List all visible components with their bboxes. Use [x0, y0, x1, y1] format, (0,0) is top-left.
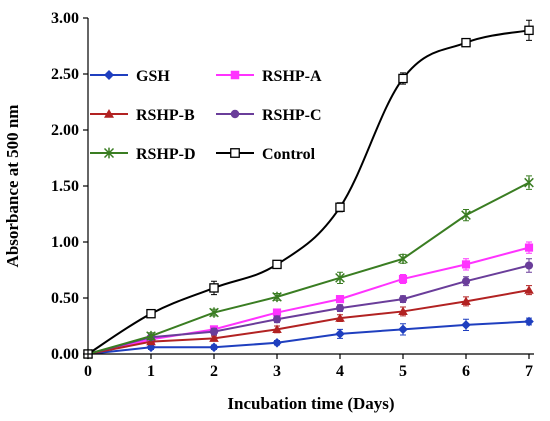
data-point	[398, 295, 408, 304]
data-point	[335, 313, 345, 322]
x-tick-label: 4	[336, 363, 344, 380]
data-point	[335, 272, 345, 284]
data-point	[461, 277, 471, 286]
x-tick-label: 1	[147, 363, 155, 380]
legend-item-rshp-d: RSHP-D	[90, 146, 196, 163]
y-tick-label: 3.00	[51, 10, 79, 27]
data-point	[209, 283, 219, 293]
data-point	[272, 315, 282, 324]
data-point	[461, 260, 471, 269]
data-point	[146, 308, 156, 319]
data-point	[209, 333, 219, 342]
data-point	[146, 330, 156, 342]
x-tick-label: 5	[399, 363, 407, 380]
data-point	[335, 202, 345, 213]
legend-swatch-marker	[103, 147, 115, 159]
series-layer	[83, 19, 534, 360]
data-point	[461, 320, 471, 330]
legend-item-control: Control	[216, 146, 316, 163]
data-point	[272, 324, 282, 333]
series-line	[87, 246, 530, 355]
legend-label: GSH	[136, 68, 170, 85]
legend-swatch-marker	[104, 70, 114, 80]
legend-swatch-marker	[230, 109, 240, 119]
legend-label: RSHP-C	[262, 107, 322, 124]
data-point	[524, 316, 534, 327]
data-point	[524, 177, 534, 188]
y-tick-label: 2.00	[51, 122, 79, 139]
data-point	[524, 285, 534, 294]
legend-label: Control	[262, 146, 316, 163]
legend-label: RSHP-B	[136, 107, 195, 124]
x-tick-label: 7	[525, 363, 533, 380]
x-tick-label: 0	[84, 363, 92, 380]
series-line	[87, 320, 530, 355]
legend-item-gsh: GSH	[90, 68, 170, 85]
data-point	[209, 342, 219, 353]
legend-item-rshp-b: RSHP-B	[90, 107, 195, 124]
data-point	[398, 253, 408, 264]
data-point	[398, 306, 408, 316]
x-tick-label: 6	[462, 363, 470, 380]
data-point	[335, 329, 345, 339]
x-tick-label: 2	[210, 363, 218, 380]
data-point	[272, 291, 282, 303]
x-axis-title: Incubation time (Days)	[227, 394, 394, 413]
series-line	[87, 264, 530, 355]
data-point	[272, 308, 282, 317]
series-line	[87, 181, 530, 355]
data-point	[209, 307, 219, 318]
data-point	[461, 296, 471, 305]
legend-swatch-marker	[230, 70, 240, 80]
legend: GSH RSHP-A RSHP-B RSHP-C RSHP-D Control	[90, 68, 322, 163]
y-tick-label: 2.50	[51, 66, 79, 83]
data-point	[461, 209, 471, 221]
y-axis-title: Absorbance at 500 nm	[3, 105, 22, 268]
y-tick-label: 0.50	[51, 290, 79, 307]
series-line	[87, 289, 530, 355]
legend-item-rshp-c: RSHP-C	[216, 107, 322, 124]
data-point	[398, 274, 408, 284]
y-tick-label: 1.00	[51, 234, 79, 251]
data-point	[524, 261, 534, 270]
data-point	[272, 338, 282, 348]
y-tick-label: 1.50	[51, 178, 79, 195]
data-point	[272, 259, 282, 270]
data-point	[209, 327, 219, 336]
data-point	[461, 37, 471, 48]
legend-swatch-marker	[230, 148, 240, 158]
data-point	[398, 324, 408, 335]
data-point	[398, 73, 408, 84]
data-point	[524, 243, 534, 252]
x-tick-label: 3	[273, 363, 281, 380]
series-line	[87, 29, 530, 355]
data-point	[524, 25, 534, 36]
y-tick-label: 0.00	[51, 346, 79, 363]
legend-item-rshp-a: RSHP-A	[216, 68, 322, 85]
legend-label: RSHP-D	[136, 146, 196, 163]
data-point	[335, 295, 345, 304]
data-point	[335, 304, 345, 313]
ticks: 0.00 0.50 1.00 1.50 2.00 2.50 3.00 0 1 2 3 4 5 6 7	[51, 10, 533, 380]
legend-swatch-marker	[104, 109, 114, 118]
legend-label: RSHP-A	[262, 68, 322, 85]
